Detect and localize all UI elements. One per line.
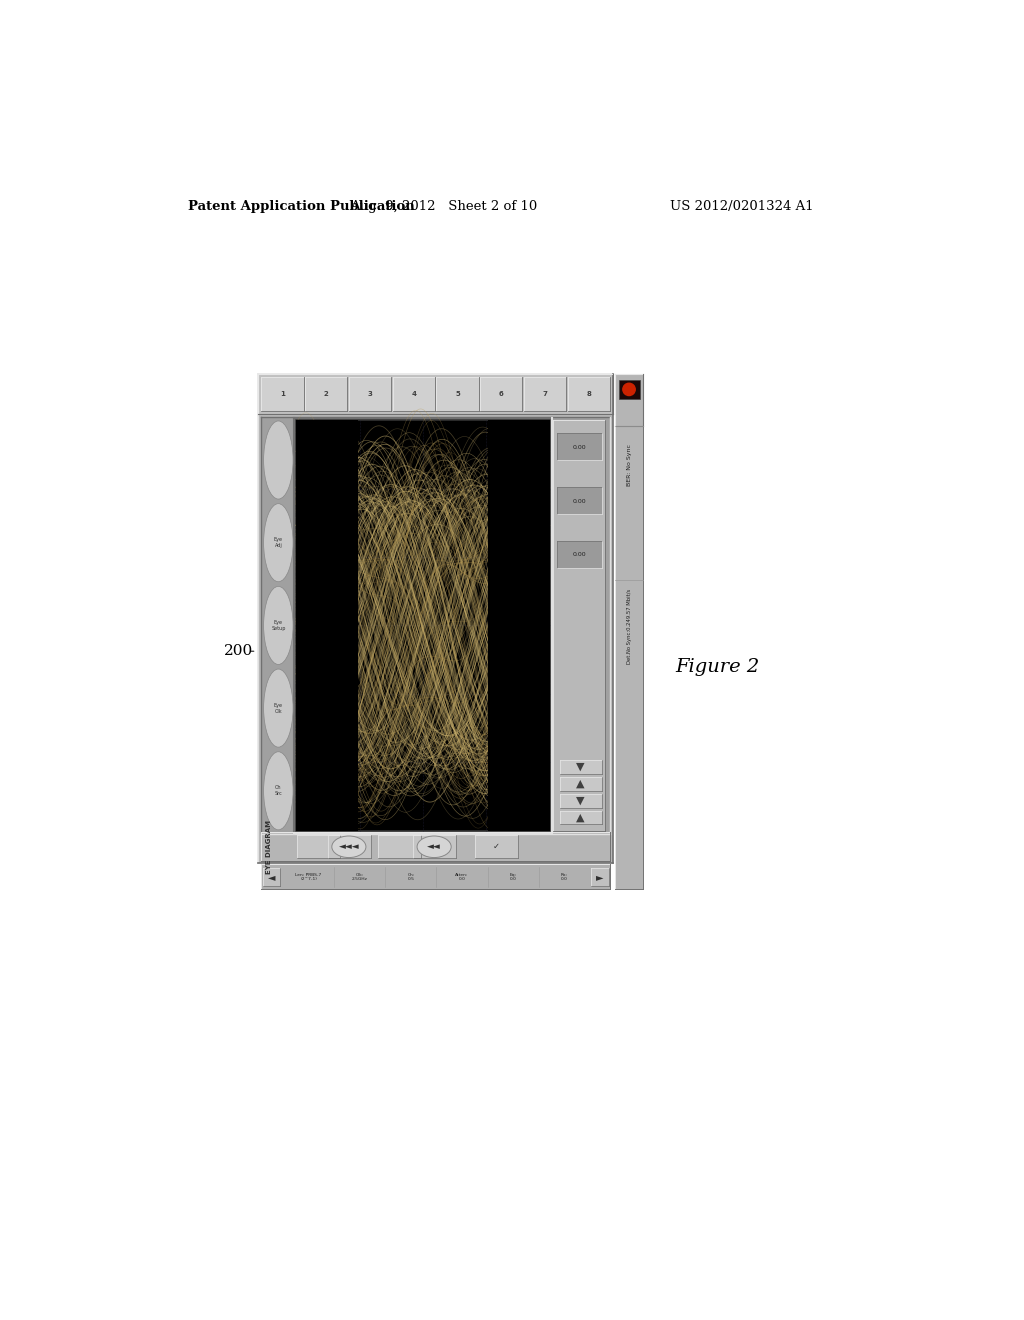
Bar [480, 378, 522, 411]
Bar [378, 836, 421, 858]
Bar [392, 378, 435, 411]
Bar [554, 420, 605, 830]
Bar [261, 832, 610, 862]
Bar [263, 867, 280, 886]
Text: Patent Application Publication: Patent Application Publication [188, 199, 415, 213]
Text: ◄◄◄: ◄◄◄ [339, 842, 359, 851]
Bar [560, 793, 601, 808]
Text: Det.No Sync:0.249.57 Mbit/s: Det.No Sync:0.249.57 Mbit/s [627, 589, 632, 664]
Bar [615, 374, 643, 890]
Bar [475, 836, 518, 858]
Ellipse shape [263, 421, 293, 499]
Text: 200: 200 [224, 644, 254, 659]
Bar [414, 836, 456, 858]
Text: ▲: ▲ [577, 779, 585, 788]
Ellipse shape [263, 669, 293, 747]
Text: Atten:
0.0: Atten: 0.0 [456, 873, 469, 882]
Bar [258, 374, 613, 414]
Text: ◄◄: ◄◄ [428, 842, 441, 851]
Ellipse shape [332, 836, 366, 858]
Text: Figure 2: Figure 2 [675, 657, 759, 676]
Text: Eye
Adj: Eye Adj [273, 537, 283, 548]
Text: ▲: ▲ [577, 813, 585, 822]
Text: Len: PRBS-7
(2^7-1): Len: PRBS-7 (2^7-1) [296, 873, 322, 882]
Bar [557, 433, 601, 461]
Bar [261, 417, 610, 834]
Text: ▼: ▼ [577, 762, 585, 772]
Text: ✓: ✓ [493, 842, 500, 851]
Circle shape [623, 383, 635, 396]
Bar [560, 776, 601, 791]
Bar [560, 810, 601, 825]
Text: ◄◄◄: ◄◄◄ [340, 842, 359, 851]
Bar [557, 541, 601, 568]
Text: Ch:
0.5: Ch: 0.5 [408, 873, 415, 882]
Bar [328, 836, 371, 858]
Text: ◄◄: ◄◄ [427, 842, 441, 851]
Bar [305, 378, 347, 411]
Text: 1: 1 [280, 391, 285, 397]
Text: Eye
Clk: Eye Clk [273, 702, 283, 714]
Bar [618, 380, 640, 399]
Bar [560, 760, 601, 774]
Bar [436, 378, 478, 411]
Text: Eq:
0.0: Eq: 0.0 [510, 873, 517, 882]
Bar [568, 378, 610, 411]
Text: Eye
Setup: Eye Setup [271, 620, 286, 631]
Text: ►: ► [596, 871, 604, 882]
Text: BER: No Sync: BER: No Sync [627, 444, 632, 486]
Text: 0.00: 0.00 [572, 499, 586, 503]
Text: 6: 6 [499, 391, 504, 397]
Bar [258, 374, 613, 863]
Text: 7: 7 [543, 391, 548, 397]
Text: Rx:
0.0: Rx: 0.0 [561, 873, 568, 882]
Text: 3: 3 [368, 391, 373, 397]
Text: US 2012/0201324 A1: US 2012/0201324 A1 [671, 199, 814, 213]
Bar [296, 420, 550, 830]
Bar [592, 867, 608, 886]
Text: Clk:
2.5GHz: Clk: 2.5GHz [352, 873, 368, 882]
Bar [297, 836, 340, 858]
Text: 8: 8 [587, 391, 592, 397]
Text: Aug. 9, 2012   Sheet 2 of 10: Aug. 9, 2012 Sheet 2 of 10 [350, 199, 538, 213]
Bar [349, 378, 391, 411]
Text: Ch
Src: Ch Src [274, 785, 283, 796]
Text: ◄: ◄ [267, 871, 275, 882]
Text: ▼: ▼ [577, 796, 585, 805]
Bar [615, 374, 643, 426]
Ellipse shape [263, 586, 293, 664]
Text: 5: 5 [456, 391, 460, 397]
Bar [296, 420, 358, 830]
Bar [294, 418, 552, 833]
Text: 4: 4 [412, 391, 417, 397]
Text: 2: 2 [324, 391, 329, 397]
Ellipse shape [263, 504, 293, 582]
Text: 0.00: 0.00 [572, 445, 586, 450]
Text: EYE DIAGRAM: EYE DIAGRAM [266, 820, 272, 874]
Ellipse shape [263, 752, 293, 830]
Text: 0.00: 0.00 [572, 553, 586, 557]
Bar [261, 378, 303, 411]
Bar [487, 420, 550, 830]
Bar [557, 487, 601, 515]
Ellipse shape [417, 836, 452, 858]
Bar [261, 865, 610, 890]
Bar [524, 378, 566, 411]
